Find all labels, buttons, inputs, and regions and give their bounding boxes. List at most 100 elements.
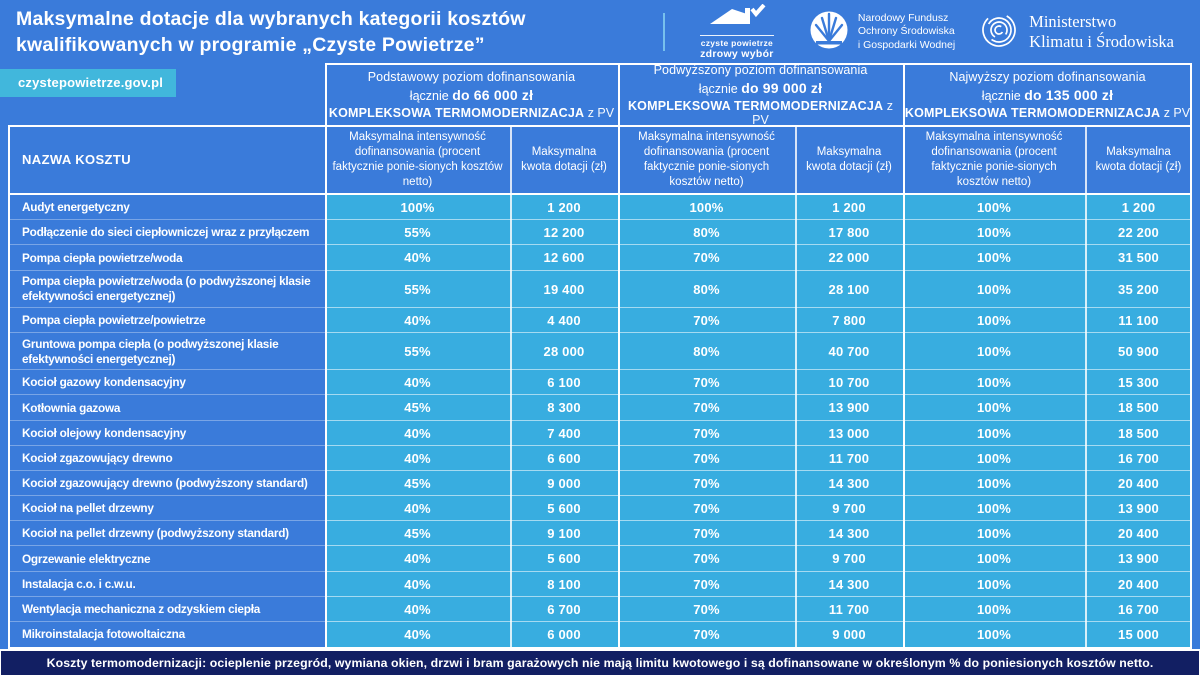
group-header-basic: Podstawowy poziom dofinansowania łącznie… [328, 70, 615, 120]
amount-cell: 11 700 [795, 445, 903, 471]
intensity-header: Maksymalna intensywność dofinansowania (… [925, 131, 1063, 188]
intensity-cell: 100% [903, 395, 1085, 421]
cost-name-cell: Kocioł na pellet drzewny (podwyższony st… [8, 521, 325, 546]
amount-cell: 13 900 [1085, 496, 1192, 522]
amount-cell: 12 200 [510, 220, 618, 246]
group-amount: do 99 000 zł [741, 80, 823, 96]
amount-cell: 9 700 [795, 546, 903, 572]
intensity-cell: 40% [325, 496, 510, 522]
intensity-cell: 40% [325, 621, 510, 648]
cost-name-cell: Pompa ciepła powietrze/powietrze [8, 308, 325, 333]
amount-cell: 9 000 [510, 470, 618, 497]
intensity-cell: 100% [903, 445, 1085, 471]
intensity-cell: 70% [618, 420, 795, 446]
group-header-spacer [8, 63, 325, 127]
footnote-bar: Koszty termomodernizacji: ocieplenie prz… [0, 649, 1200, 676]
intensity-cell: 70% [618, 546, 795, 572]
amount-cell: 17 800 [795, 220, 903, 246]
amount-cell: 8 300 [510, 395, 618, 421]
cost-name-cell: Kocioł olejowy kondensacyjny [8, 421, 325, 446]
table-row: Wentylacja mechaniczna z odzyskiem ciepł… [8, 596, 1192, 622]
group-amount: do 66 000 zł [452, 87, 534, 103]
amount-cell: 9 100 [510, 521, 618, 547]
page-title: Maksymalne dotacje dla wybranych kategor… [16, 6, 526, 59]
site-badge: czystepowietrze.gov.pl [0, 69, 176, 97]
cost-name-cell: Gruntowa pompa ciepła (o podwyższonej kl… [8, 333, 325, 370]
group-amount: do 135 000 zł [1024, 87, 1114, 103]
table-row: Kocioł zgazowujący drewno (podwyższony s… [8, 470, 1192, 497]
intensity-cell: 40% [325, 307, 510, 333]
intensity-cell: 80% [618, 220, 795, 246]
group-header-raised: Podwyższony poziom dofinansowania łączni… [627, 63, 894, 127]
amount-cell: 40 700 [795, 332, 903, 371]
table-row: Kocioł na pellet drzewny 40% 5 600 70% 9 700… [8, 496, 1192, 522]
intensity-cell: 100% [903, 195, 1085, 221]
intensity-cell: 70% [618, 307, 795, 333]
intensity-header: Maksymalna intensywność dofinansowania (… [638, 131, 775, 188]
page-title-line1: Maksymalne dotacje dla wybranych kategor… [16, 8, 526, 30]
amount-cell: 13 900 [795, 395, 903, 421]
amount-header: Maksymalna kwota dotacji (zł) [806, 146, 892, 173]
fingerprint-eagle-icon [979, 10, 1019, 55]
amount-cell: 16 700 [1085, 445, 1192, 471]
cost-name-cell: Kocioł gazowy kondensacyjny [8, 370, 325, 395]
amount-cell: 50 900 [1085, 332, 1192, 371]
cost-name-cell: Kocioł zgazowujący drewno [8, 446, 325, 471]
intensity-cell: 70% [618, 395, 795, 421]
page-title-line2: kwalifikowanych w programie „Czyste Powi… [16, 34, 485, 57]
amount-cell: 6 000 [510, 621, 618, 648]
amount-cell: 18 500 [1085, 420, 1192, 446]
intensity-cell: 45% [325, 470, 510, 497]
cost-name-cell: Kocioł na pellet drzewny [8, 496, 325, 521]
table-row: Kotłownia gazowa 45% 8 300 70% 13 900 100% 18 … [8, 395, 1192, 421]
intensity-cell: 55% [325, 220, 510, 246]
cost-name-cell: Ogrzewanie elektryczne [8, 546, 325, 571]
amount-cell: 4 400 [510, 307, 618, 333]
house-check-icon [708, 3, 766, 33]
amount-header: Maksymalna kwota dotacji (zł) [521, 146, 607, 173]
intensity-cell: 40% [325, 370, 510, 396]
nfosigw-logo: Narodowy Fundusz Ochrony Środowiska i Go… [809, 10, 955, 55]
table-row: Kocioł na pellet drzewny (podwyższony st… [8, 521, 1192, 547]
intensity-cell: 70% [618, 245, 795, 271]
table-row: Pompa ciepła powietrze/powietrze 40% 4 400… [8, 307, 1192, 333]
group-header-highest: Najwyższy poziom dofinansowania łącznie … [904, 70, 1191, 120]
amount-cell: 1 200 [510, 195, 618, 221]
intensity-cell: 40% [325, 420, 510, 446]
ministry-logo: Ministerstwo Klimatu i Środowiska [979, 10, 1174, 55]
nfosigw-logo-text: Narodowy Fundusz Ochrony Środowiska i Go… [857, 12, 956, 51]
amount-cell: 28 100 [795, 270, 903, 308]
amount-header: Maksymalna kwota dotacji (zł) [1095, 146, 1182, 173]
cost-name-cell: Pompa ciepła powietrze/woda [8, 245, 325, 270]
intensity-cell: 70% [618, 470, 795, 497]
table-row: Kocioł gazowy kondensacyjny 40% 6 100 70% 10… [8, 370, 1192, 396]
intensity-cell: 100% [903, 370, 1085, 396]
intensity-cell: 80% [618, 332, 795, 371]
amount-cell: 1 200 [795, 195, 903, 221]
amount-cell: 22 000 [795, 245, 903, 271]
intensity-cell: 70% [618, 370, 795, 396]
amount-cell: 15 000 [1085, 621, 1192, 648]
intensity-cell: 100% [903, 496, 1085, 522]
footnote-text: Koszty termomodernizacji: ocieplenie prz… [46, 656, 1154, 670]
amount-cell: 8 100 [510, 571, 618, 597]
intensity-cell: 100% [903, 270, 1085, 308]
amount-cell: 14 300 [795, 470, 903, 497]
intensity-cell: 100% [903, 470, 1085, 497]
table-row: Kocioł zgazowujący drewno 40% 6 600 70% 11 7… [8, 445, 1192, 471]
amount-cell: 12 600 [510, 245, 618, 271]
amount-cell: 31 500 [1085, 245, 1192, 271]
intensity-cell: 40% [325, 546, 510, 572]
cost-name-cell: Instalacja c.o. i c.w.u. [8, 572, 325, 597]
amount-cell: 13 900 [1085, 546, 1192, 572]
intensity-cell: 100% [903, 420, 1085, 446]
intensity-cell: 55% [325, 270, 510, 308]
amount-cell: 7 400 [510, 420, 618, 446]
amount-cell: 13 000 [795, 420, 903, 446]
cost-name-cell: Pompa ciepła powietrze/woda (o podwyższo… [8, 271, 325, 308]
amount-cell: 6 700 [510, 596, 618, 622]
cost-name-cell: Kotłownia gazowa [8, 395, 325, 420]
czyste-powietrze-logo: czyste powietrze zdrowy wybór [689, 3, 785, 60]
ministry-logo-text: Ministerstwo Klimatu i Środowiska [1029, 11, 1174, 51]
intensity-cell: 80% [618, 270, 795, 308]
